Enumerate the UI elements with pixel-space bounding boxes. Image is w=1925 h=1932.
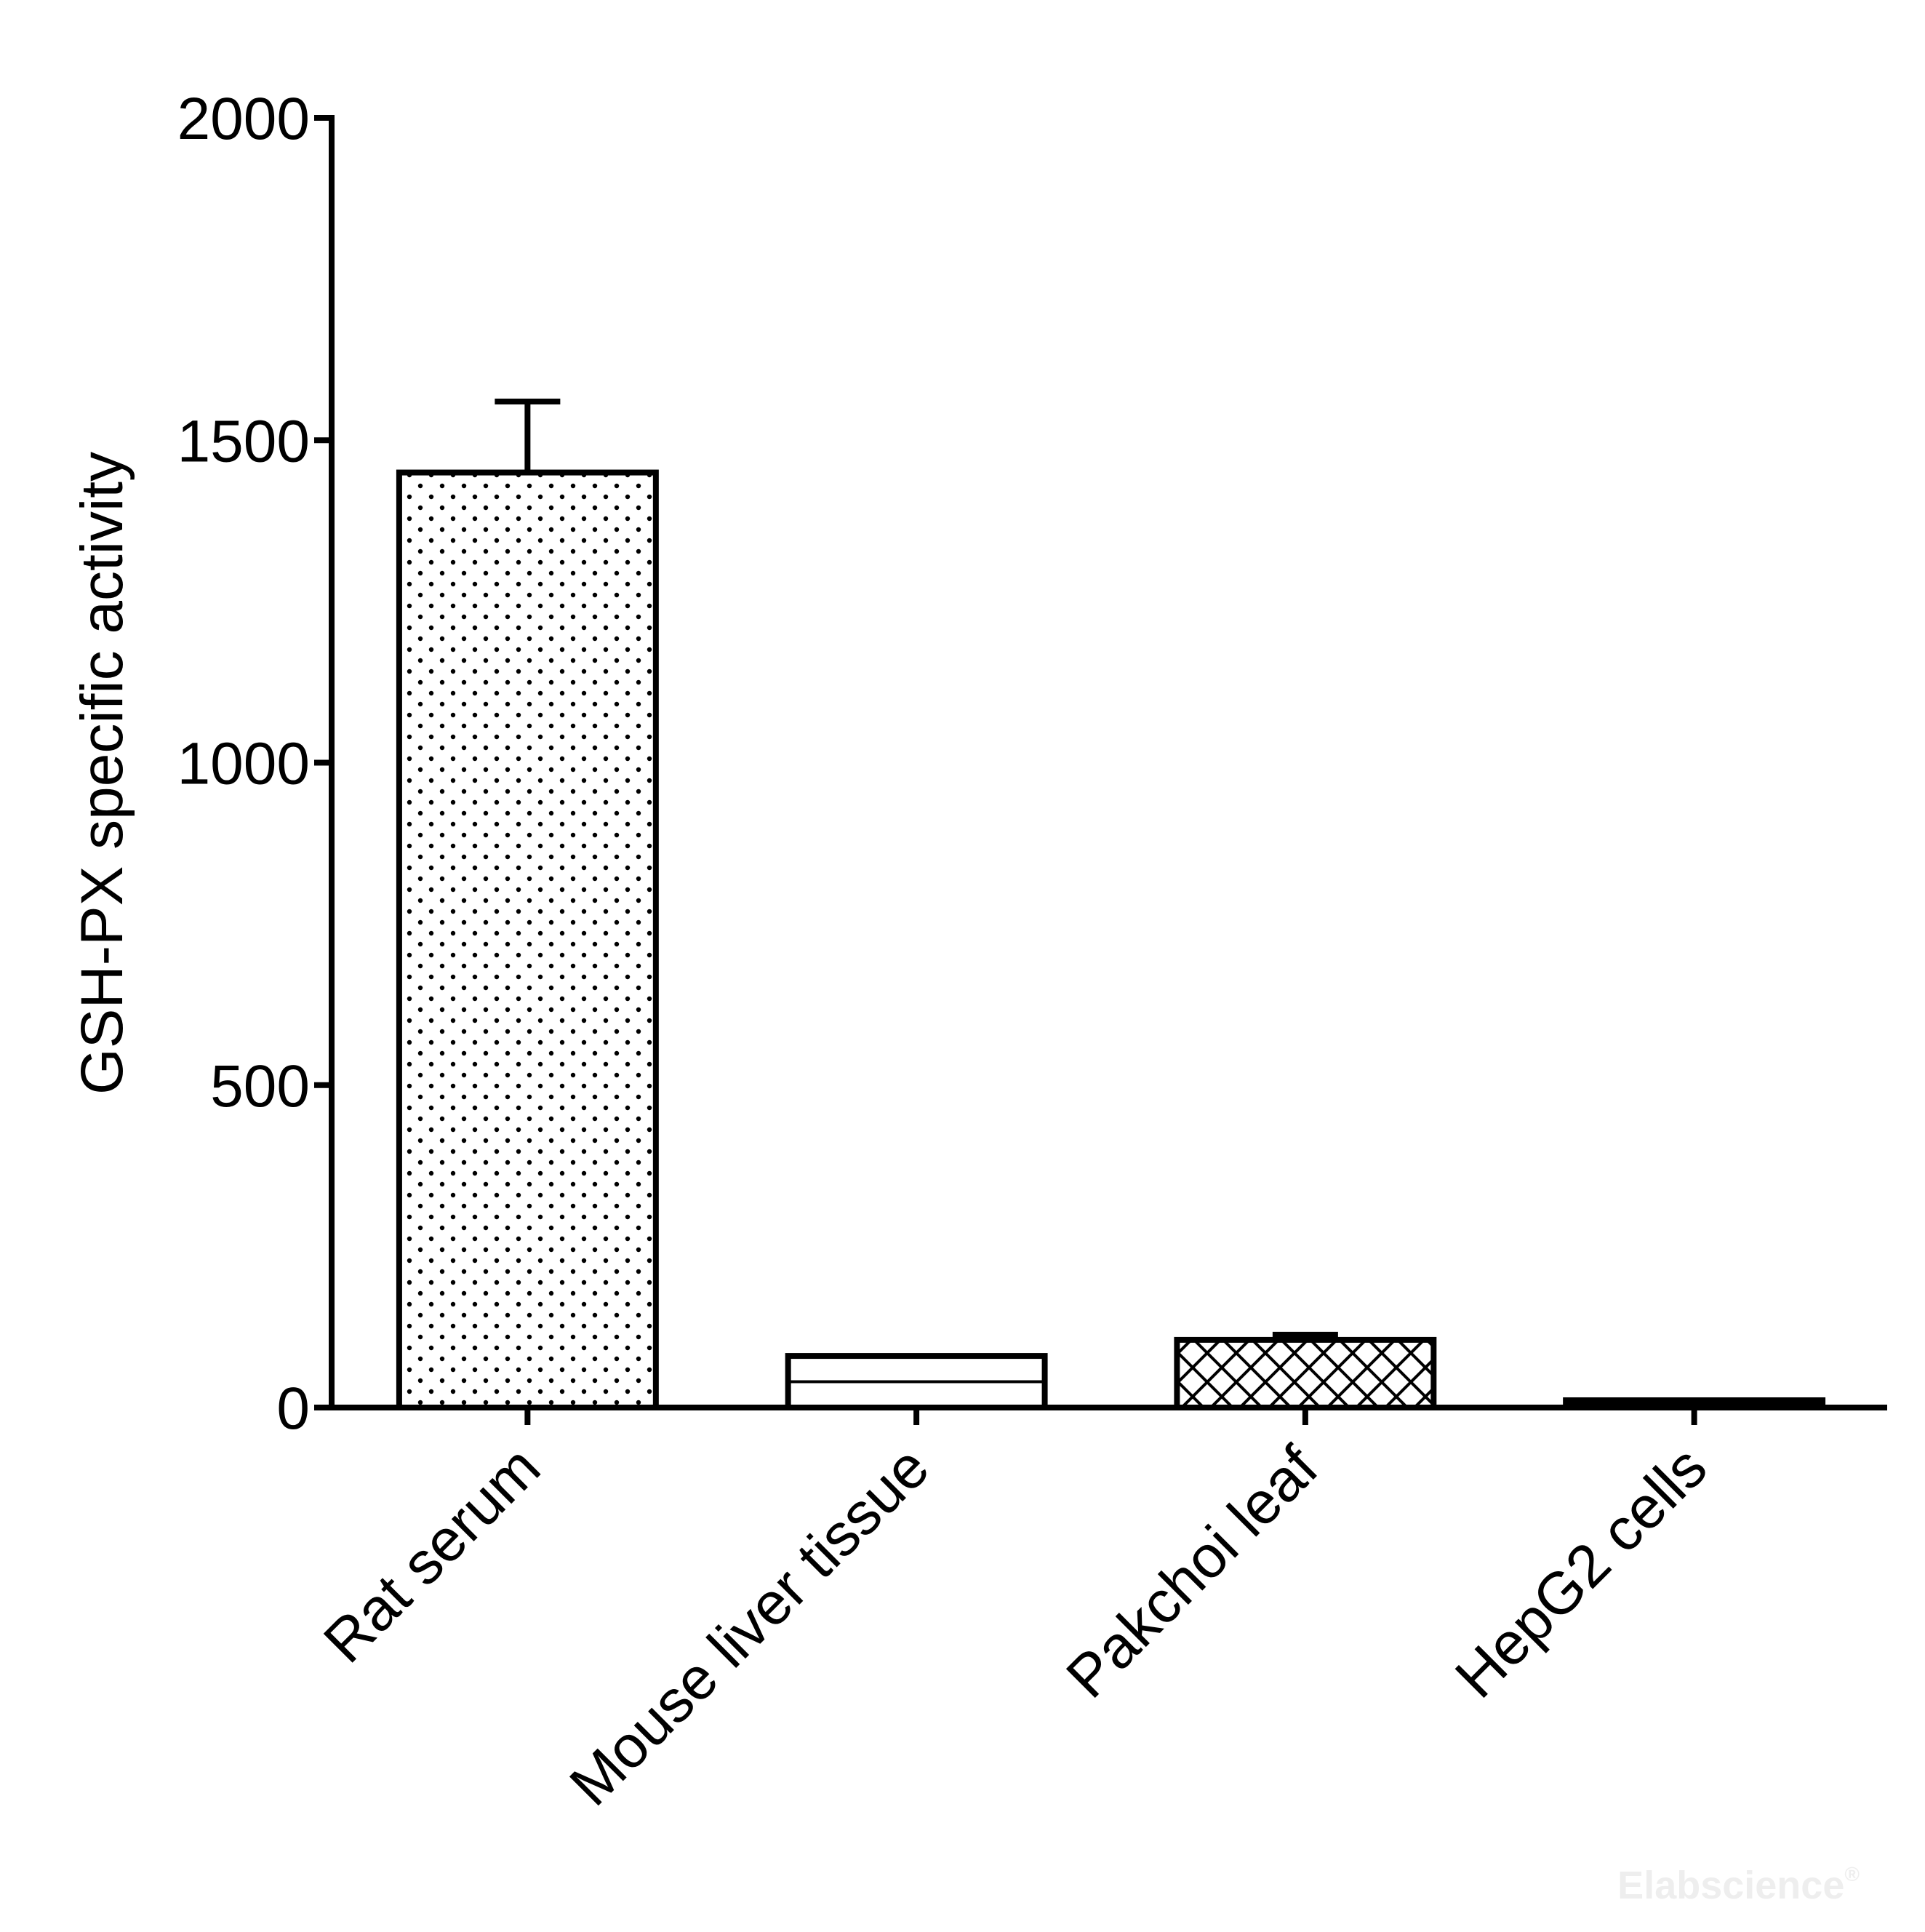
watermark: Elabscience® — [1617, 1863, 1860, 1907]
y-axis-ticks: 0 500 1000 1500 2000 — [177, 86, 332, 1442]
x-tick-label: Pakchoi leaf — [1054, 1434, 1330, 1710]
bar-rat-serum — [396, 469, 659, 1411]
x-axis-ticks: Rat serum Mouse liver tissue Pakchoi leaf H… — [311, 1408, 1719, 1819]
x-tick-label: Rat serum — [311, 1434, 553, 1675]
y-tick-label: 2000 — [177, 86, 310, 152]
bars — [396, 399, 1826, 1411]
y-tick-label: 0 — [276, 1376, 310, 1442]
x-tick-label: Mouse liver tissue — [557, 1434, 941, 1818]
y-axis-title: GSH-PX specific activity — [69, 452, 135, 1095]
x-tick-label: HepG2 cells — [1443, 1434, 1719, 1710]
y-tick-label: 1500 — [177, 408, 310, 474]
bar-pakchoi-leaf — [1174, 1336, 1437, 1410]
y-tick-label: 1000 — [177, 731, 310, 797]
y-tick-label: 500 — [210, 1053, 310, 1119]
